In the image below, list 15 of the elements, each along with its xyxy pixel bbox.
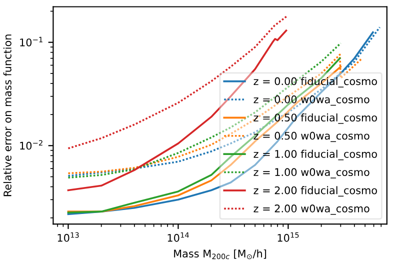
legend-label: z = 0.50 w0wa_cosmo — [254, 132, 370, 142]
x-tick-label: 10$^{13}$ — [58, 232, 79, 242]
y-axis-title: Relative error on mass function — [3, 34, 12, 196]
legend-label: z = 0.50 fiducial_cosmo — [254, 113, 377, 124]
legend-label: z = 2.00 w0wa_cosmo — [254, 204, 370, 215]
legend-label: z = 2.00 fiducial_cosmo — [254, 186, 377, 197]
y-tick-label: 10$^{−2}$ — [20, 140, 42, 150]
legend-label: z = 1.00 w0wa_cosmo — [254, 168, 370, 178]
y-tick-label: 10$^{−1}$ — [20, 36, 42, 46]
legend-label: z = 0.00 w0wa_cosmo — [254, 95, 370, 106]
x-axis-title: Mass M$_{200c}$ [M$_{⊙}$/h] — [174, 249, 266, 260]
x-tick-label: 10$^{14}$ — [168, 232, 189, 242]
x-tick-label: 10$^{15}$ — [278, 232, 299, 242]
legend-label: z = 1.00 fiducial_cosmo — [254, 150, 377, 160]
legend-label: z = 0.00 fiducial_cosmo — [254, 77, 377, 88]
